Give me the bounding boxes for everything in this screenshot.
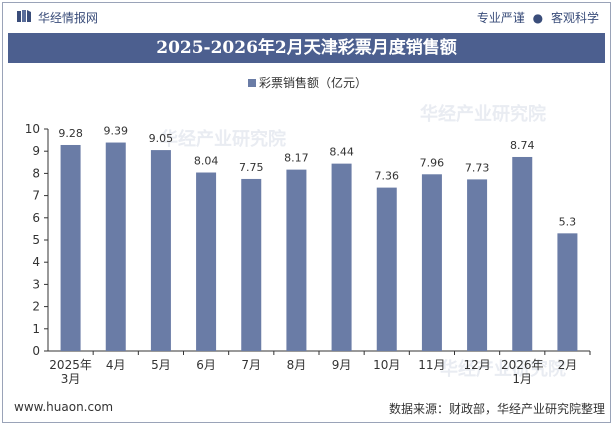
data-label: 7.36 (375, 170, 400, 183)
huajing-logo-icon (17, 10, 31, 22)
legend: 彩票销售额（亿元） (0, 74, 615, 91)
x-tick-label: 3月 (61, 372, 81, 386)
data-label: 9.39 (104, 125, 129, 138)
data-label: 8.04 (194, 155, 219, 168)
data-label: 8.74 (510, 139, 535, 152)
bar (557, 233, 578, 351)
tag-left: 专业严谨 (476, 11, 525, 25)
y-tick-label: 9 (32, 144, 40, 158)
bar (60, 144, 81, 351)
data-label: 9.05 (149, 132, 174, 145)
x-tick-label: 2月 (558, 358, 578, 372)
x-tick-label: 12月 (463, 358, 490, 372)
bar (286, 169, 307, 351)
data-label: 8.17 (284, 152, 309, 165)
y-tick-label: 10 (25, 122, 40, 136)
bar (150, 150, 171, 351)
x-tick-label: 10月 (373, 358, 400, 372)
bar (331, 163, 352, 351)
brand-tags: 专业严谨 ● 客观科学 (477, 9, 599, 26)
chart-frame (2, 2, 611, 423)
data-label: 7.96 (420, 156, 445, 169)
y-tick-label: 5 (32, 233, 40, 247)
data-label: 8.44 (329, 146, 354, 159)
x-tick-label: 11月 (418, 358, 445, 372)
watermark: 华经产业研究院 (160, 129, 286, 150)
legend-swatch (247, 78, 256, 87)
y-tick-label: 2 (32, 300, 40, 314)
y-tick-label: 6 (32, 211, 40, 225)
x-tick-label: 2026年 (501, 358, 544, 372)
data-label: 5.3 (559, 215, 577, 228)
x-tick-label: 8月 (287, 358, 307, 372)
x-tick-label: 5月 (151, 358, 171, 372)
y-tick-label: 3 (32, 277, 40, 291)
bar (241, 178, 262, 351)
watermark: 华经产业研究院 (440, 359, 566, 380)
data-label: 7.73 (465, 161, 490, 174)
chart-title: 2025-2026年2月天津彩票月度销售额 (8, 33, 605, 63)
y-tick-label: 0 (32, 344, 40, 358)
tag-right: 客观科学 (550, 11, 599, 25)
data-label: 7.75 (239, 161, 264, 174)
y-tick-label: 8 (32, 166, 40, 180)
x-tick-label: 2025年 (49, 358, 92, 372)
y-tick-label: 4 (32, 255, 40, 269)
x-tick-label: 7月 (241, 358, 261, 372)
tag-separator: ● (532, 11, 544, 25)
watermark: 华经产业研究院 (420, 104, 546, 125)
x-tick-label: 6月 (196, 358, 216, 372)
top-bar: 华经情报网 专业严谨 ● 客观科学 (10, 6, 605, 28)
bar (196, 172, 217, 351)
bar (467, 179, 488, 351)
legend-label: 彩票销售额（亿元） (258, 76, 367, 90)
y-tick-label: 7 (32, 189, 40, 203)
x-tick-label: 1月 (512, 372, 532, 386)
x-tick-label: 9月 (332, 358, 352, 372)
data-label: 9.28 (58, 127, 83, 140)
footer-website: www.huaon.com (14, 400, 114, 414)
y-tick-label: 1 (32, 322, 40, 336)
bar (376, 187, 397, 351)
x-tick-label: 4月 (106, 358, 126, 372)
bar (105, 142, 126, 351)
bar (421, 174, 442, 351)
footer-source: 数据来源：财政部，华经产业研究院整理 (388, 402, 605, 416)
bar (512, 156, 533, 351)
brand-name: 华经情报网 (38, 11, 99, 25)
